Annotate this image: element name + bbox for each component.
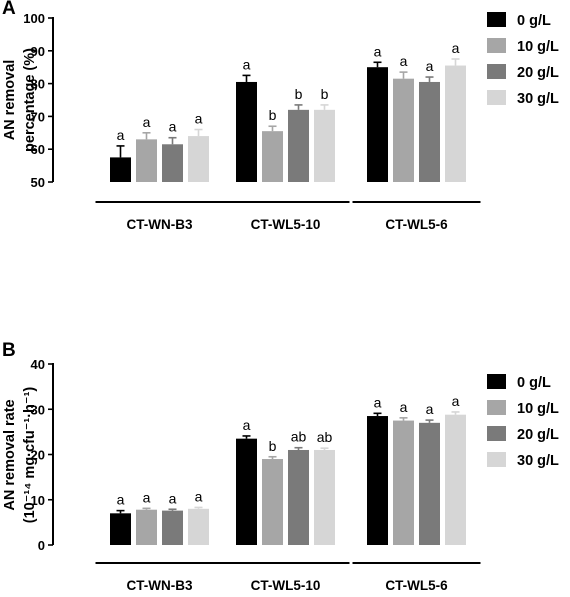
significance-letter: a — [169, 490, 177, 506]
bar — [367, 67, 388, 182]
y-tick-label: 30 — [31, 402, 45, 417]
significance-letter: a — [374, 43, 382, 59]
y-tick-label: 80 — [31, 77, 45, 92]
significance-letter: ab — [317, 429, 333, 445]
y-tick-label: 0 — [38, 538, 45, 553]
significance-letter: a — [195, 111, 203, 127]
y-tick-label: 70 — [31, 109, 45, 124]
bar — [419, 81, 440, 182]
bar — [262, 131, 283, 182]
legend-swatch — [487, 64, 506, 79]
significance-letter: ab — [291, 429, 307, 445]
y-tick-label: 10 — [31, 493, 45, 508]
legend-label: 0 g/L — [517, 375, 551, 391]
significance-letter: a — [426, 58, 434, 74]
panel-label: A — [2, 0, 16, 19]
legend-label: 0 g/L — [517, 13, 551, 29]
y-axis-title: (10⁻¹⁴ mg·cfu⁻¹·h⁻¹) — [22, 387, 38, 524]
bar — [236, 438, 257, 545]
significance-letter: b — [269, 438, 277, 454]
group-label: CT-WN-B3 — [127, 578, 193, 592]
y-axis-title: AN removal — [2, 60, 18, 141]
bar — [419, 422, 440, 545]
bar — [162, 510, 183, 545]
bar — [393, 78, 414, 182]
group-label: CT-WL5-10 — [251, 578, 321, 592]
significance-letter: a — [117, 127, 125, 143]
group-label: CT-WL5-10 — [251, 217, 321, 232]
legend-swatch — [487, 38, 506, 53]
significance-letter: a — [143, 114, 151, 130]
significance-letter: a — [117, 492, 125, 508]
bar — [188, 136, 209, 182]
legend-swatch — [487, 90, 506, 105]
bar — [136, 139, 157, 182]
y-tick-label: 90 — [31, 44, 45, 59]
y-tick-label: 50 — [31, 175, 45, 190]
legend-swatch — [487, 452, 506, 467]
bar — [110, 513, 131, 545]
group-label: CT-WL5-6 — [385, 217, 448, 232]
significance-letter: a — [243, 417, 251, 433]
bar — [162, 144, 183, 182]
bar — [188, 508, 209, 545]
bar — [445, 414, 466, 545]
bar — [288, 449, 309, 545]
legend-swatch — [487, 374, 506, 389]
significance-letter: a — [400, 53, 408, 69]
bar — [288, 109, 309, 182]
legend-label: 20 g/L — [517, 65, 559, 81]
significance-letter: a — [243, 56, 251, 72]
y-axis-title: AN removal rate — [2, 399, 18, 510]
legend-swatch — [487, 400, 506, 415]
bar — [445, 65, 466, 182]
group-label: CT-WL5-6 — [385, 578, 448, 592]
significance-letter: a — [169, 119, 177, 135]
legend-label: 30 g/L — [517, 91, 559, 107]
y-axis-title: percentage (%) — [22, 48, 38, 152]
significance-letter: a — [452, 40, 460, 56]
legend-label: 10 g/L — [517, 39, 559, 55]
legend-label: 10 g/L — [517, 401, 559, 417]
bar — [236, 81, 257, 182]
panel-label: B — [2, 340, 16, 361]
significance-letter: b — [269, 107, 277, 123]
significance-letter: b — [295, 86, 303, 102]
bar — [110, 157, 131, 182]
significance-letter: a — [426, 401, 434, 417]
legend-label: 30 g/L — [517, 453, 559, 469]
significance-letter: a — [143, 489, 151, 505]
y-tick-label: 20 — [31, 448, 45, 463]
group-label: CT-WN-B3 — [127, 217, 193, 232]
y-tick-label: 60 — [31, 142, 45, 157]
bar — [136, 509, 157, 545]
legend-swatch — [487, 12, 506, 27]
significance-letter: a — [374, 394, 382, 410]
bar — [393, 420, 414, 545]
significance-letter: a — [400, 399, 408, 415]
significance-letter: a — [452, 393, 460, 409]
legend-swatch — [487, 426, 506, 441]
bar — [367, 416, 388, 545]
significance-letter: a — [195, 488, 203, 504]
bar — [262, 459, 283, 545]
y-tick-label: 40 — [31, 357, 45, 372]
legend-label: 20 g/L — [517, 427, 559, 443]
significance-letter: b — [321, 86, 329, 102]
bar — [314, 109, 335, 182]
y-tick-label: 100 — [23, 11, 45, 26]
bar — [314, 449, 335, 545]
